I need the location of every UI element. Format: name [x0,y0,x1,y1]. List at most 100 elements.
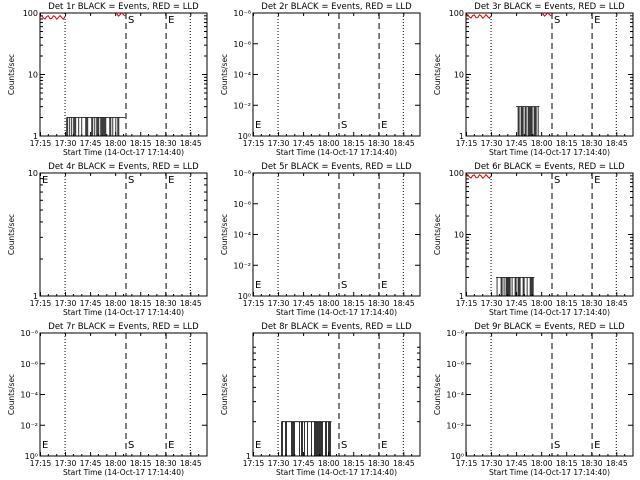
x-tick-label: 18:15 [343,139,365,148]
panel-det-2r: Det 2r BLACK = Events, RED = LLD 17:15 17:… [220,2,421,157]
x-tick-label: 18:45 [393,299,415,308]
x-tick-label: 18:00 [318,139,340,148]
x-tick-label: 18:15 [130,299,152,308]
y-axis-label: Counts/sec [7,54,16,95]
y-tick-label: 10⁰ [238,132,251,141]
x-tick-label: 18:45 [180,299,202,308]
x-tick-label: 17:45 [506,459,528,468]
marker-label-e: E [168,440,174,451]
y-axis-label: Counts/sec [220,214,229,255]
x-axis-label: Start Time (14-Oct-17 17:14:40) [63,468,184,477]
red-lld-line [465,13,492,19]
marker-label-s: S [554,175,560,186]
x-tick-label: 17:45 [506,299,528,308]
marker-label-e: E [42,175,48,186]
y-tick-label: 10⁻⁸ [233,9,251,18]
y-tick-label: 10⁻⁸ [233,169,251,178]
y-tick-label: 1 [246,452,251,461]
x-tick-label: 17:30 [55,139,77,148]
x-tick-label: 18:45 [606,299,628,308]
x-tick-label: 17:30 [481,299,503,308]
x-tick-label: 18:30 [368,299,390,308]
x-tick-label: 18:00 [531,299,553,308]
red-lld-line [465,173,492,179]
y-tick-label: 100 [449,169,464,178]
x-tick-label: 18:00 [318,299,340,308]
y-tick-label: 10 [28,71,38,80]
red-lld-line [116,11,126,17]
marker-label-e: E [381,440,387,451]
x-tick-label: 17:45 [80,299,102,308]
x-tick-label: 18:15 [130,459,152,468]
x-tick-label: 17:15 [456,139,478,148]
marker-label-e: E [381,280,387,291]
y-tick-label: 1 [33,132,38,141]
y-tick-label: 10⁻² [233,101,251,110]
x-tick-label: 17:30 [55,299,77,308]
y-axis-label: Counts/sec [220,374,229,415]
x-axis-label: Start Time (14-Oct-17 17:14:40) [489,468,610,477]
x-tick-label: 18:30 [155,139,177,148]
panel-title: Det 2r BLACK = Events, RED = LLD [261,2,412,12]
x-tick-label: 17:30 [481,459,503,468]
marker-label-e: E [168,175,174,186]
x-tick-label: 17:15 [243,459,265,468]
x-tick-label: 17:45 [80,139,102,148]
x-tick-label: 18:30 [581,459,603,468]
marker-label-e: E [381,120,387,131]
y-tick-label: 10 [28,169,38,178]
y-tick-label: 1 [33,292,38,301]
marker-label-e: E [594,15,600,26]
y-axis-label: Counts/sec [433,214,442,255]
y-tick-label: 10⁻⁸ [446,329,464,338]
x-tick-label: 18:45 [180,459,202,468]
x-tick-label: 18:00 [531,459,553,468]
x-tick-label: 17:45 [80,459,102,468]
marker-label-e: E [594,175,600,186]
x-axis-label: Start Time (14-Oct-17 17:14:40) [489,148,610,157]
y-tick-label: 10⁻⁴ [233,71,251,80]
x-tick-label: 18:30 [368,459,390,468]
x-tick-label: 18:15 [556,139,578,148]
x-tick-label: 17:30 [481,139,503,148]
panel-title: Det 3r BLACK = Events, RED = LLD [474,2,625,12]
marker-label-e: E [168,15,174,26]
panel-title: Det 8r BLACK = Events, RED = LLD [261,322,412,332]
marker-label-s: S [554,15,560,26]
x-tick-label: 17:45 [293,139,315,148]
x-tick-label: 17:15 [456,459,478,468]
x-tick-label: 17:30 [55,459,77,468]
marker-label-s: S [341,280,347,291]
y-tick-label: 10⁻² [233,261,251,270]
y-axis-label: Counts/sec [433,374,442,415]
x-tick-label: 17:45 [293,459,315,468]
y-tick-label: 100 [23,9,38,18]
y-axis-label: Counts/sec [7,214,16,255]
x-tick-label: 17:15 [30,459,52,468]
marker-label-s: S [128,440,134,451]
panel-title: Det 9r BLACK = Events, RED = LLD [474,322,625,332]
x-tick-label: 18:30 [368,139,390,148]
y-tick-label: 10⁰ [451,452,464,461]
y-tick-label: 10⁻⁴ [233,231,251,240]
x-tick-label: 17:15 [30,139,52,148]
x-tick-label: 17:15 [456,299,478,308]
x-tick-label: 18:30 [581,299,603,308]
x-tick-label: 17:30 [268,459,290,468]
panel-title: Det 1r BLACK = Events, RED = LLD [48,2,199,12]
y-tick-label: 10⁻² [446,421,464,430]
x-axis-label: Start Time (14-Oct-17 17:14:40) [276,468,397,477]
x-tick-label: 17:15 [243,139,265,148]
x-tick-label: 17:30 [268,299,290,308]
y-tick-label: 10⁰ [25,452,38,461]
y-tick-label: 10⁻² [20,421,38,430]
y-tick-label: 10⁻⁶ [233,40,251,49]
y-tick-label: 10 [454,231,464,240]
panel-det-3r: Det 3r BLACK = Events, RED = LLD 17:15 17:… [433,2,634,157]
x-tick-label: 18:00 [105,139,127,148]
